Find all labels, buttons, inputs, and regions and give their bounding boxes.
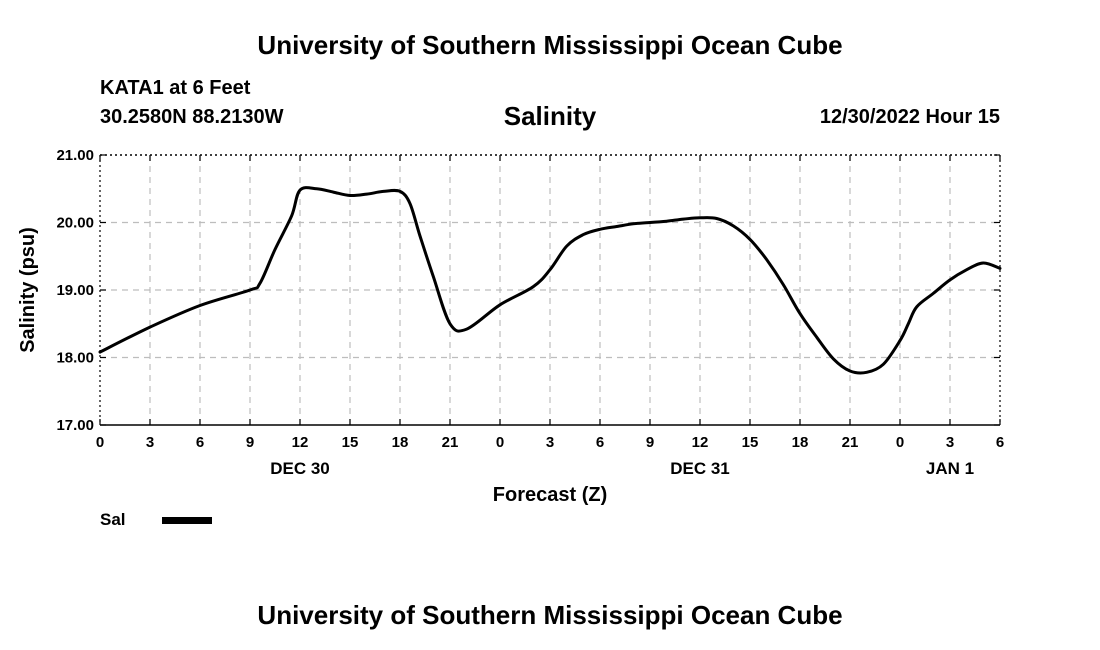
- x-tick-label: 0: [896, 434, 904, 451]
- legend-label: Sal: [100, 510, 126, 529]
- x-axis-title: Forecast (Z): [493, 484, 607, 506]
- station-coordinates: 30.2580N 88.2130W: [100, 106, 284, 128]
- y-tick-label: 21.00: [56, 147, 94, 164]
- footer-title: University of Southern Mississippi Ocean…: [257, 600, 843, 630]
- x-tick-label: 21: [442, 434, 459, 451]
- x-tick-label: 0: [496, 434, 504, 451]
- x-tick-label: 6: [996, 434, 1004, 451]
- legend-swatch: [162, 517, 212, 524]
- x-tick-label: 9: [246, 434, 254, 451]
- y-tick-label: 17.00: [56, 417, 94, 434]
- salinity-chart: 0 3 6 9 12 15 18 21 0 3 6 9 12 15 18 21 0 3 6 17.00 18.00 19.…: [17, 147, 1004, 506]
- y-tick-label: 18.00: [56, 350, 94, 367]
- x-tick-label: 6: [596, 434, 604, 451]
- y-tick-label: 20.00: [56, 215, 94, 232]
- x-tick-label: 12: [692, 434, 709, 451]
- x-tick-label: 21: [842, 434, 859, 451]
- series-line-sal: [98, 186, 1002, 375]
- x-tick-label: 12: [292, 434, 309, 451]
- date-label: JAN 1: [926, 459, 974, 478]
- page-title: University of Southern Mississippi Ocean…: [257, 30, 843, 60]
- y-axis-title: Salinity (psu): [17, 227, 39, 353]
- date-label: DEC 31: [670, 459, 730, 478]
- x-tick-label: 3: [946, 434, 954, 451]
- forecast-datetime: 12/30/2022 Hour 15: [819, 106, 1000, 128]
- date-label: DEC 30: [270, 459, 330, 478]
- chart-title: Salinity: [503, 101, 597, 131]
- x-tick-label: 3: [146, 434, 154, 451]
- x-tick-label: 3: [546, 434, 554, 451]
- x-tick-label: 6: [196, 434, 204, 451]
- y-tick-label: 19.00: [56, 282, 94, 299]
- x-tick-label: 9: [646, 434, 654, 451]
- x-tick-label: 15: [342, 434, 359, 451]
- x-tick-label: 18: [792, 434, 809, 451]
- station-label: KATA1 at 6 Feet: [100, 77, 251, 99]
- x-tick-label: 18: [392, 434, 409, 451]
- x-tick-label: 15: [742, 434, 759, 451]
- x-tick-label: 0: [96, 434, 104, 451]
